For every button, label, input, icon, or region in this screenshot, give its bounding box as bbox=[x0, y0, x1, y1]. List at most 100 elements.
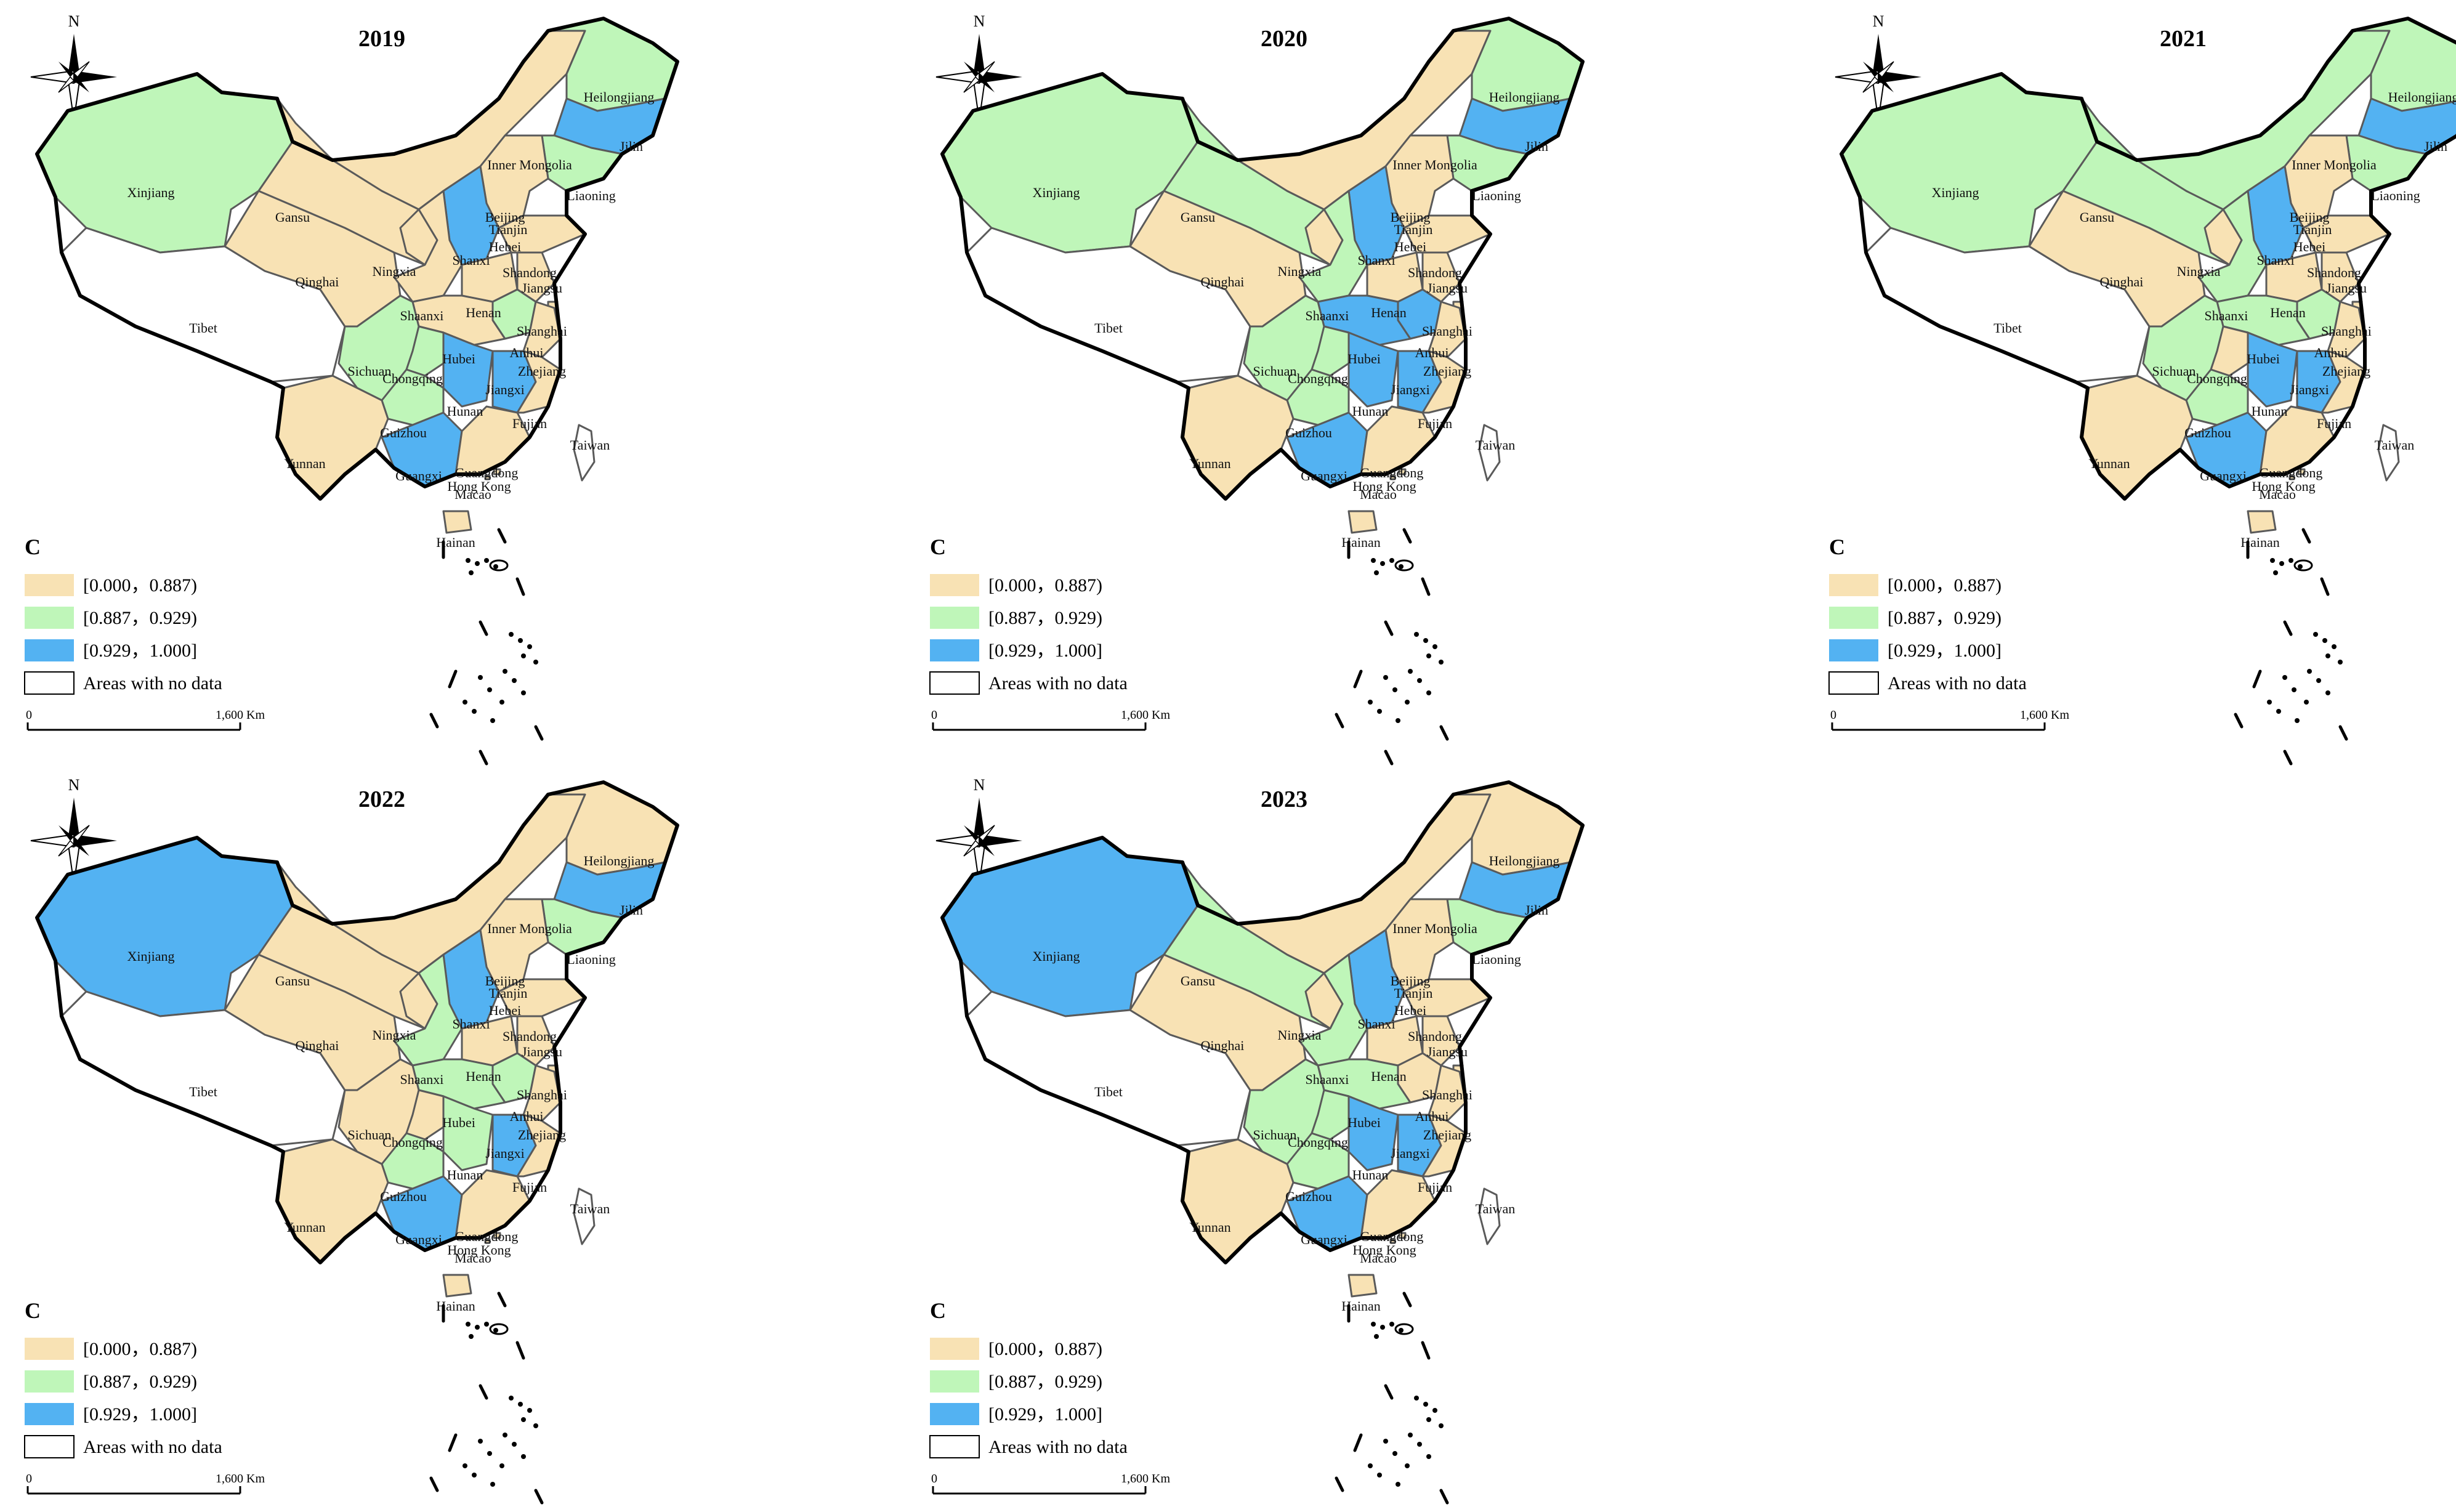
scale-bar: 0 1,600 Km bbox=[26, 1472, 265, 1495]
province-label-shandong: Shandong bbox=[2307, 265, 2361, 280]
legend-item-high: [0.929，1.000] bbox=[25, 639, 197, 661]
legend-item-low: [0.000，0.887) bbox=[25, 1338, 197, 1360]
legend-swatch-mid bbox=[25, 1370, 74, 1393]
legend-label-low: [0.000，0.887) bbox=[988, 1339, 1102, 1359]
province-label-guangxi: Guangxi bbox=[395, 1232, 442, 1247]
south-china-sea-islands bbox=[429, 1292, 544, 1505]
province-guizhou bbox=[381, 1132, 445, 1190]
legend-swatch-nodata bbox=[1828, 671, 1879, 695]
province-label-hunan: Hunan bbox=[447, 1167, 483, 1183]
legend-swatch-mid bbox=[25, 607, 74, 629]
province-label-heilongjiang: Heilongjiang bbox=[584, 89, 655, 105]
province-hong-kong bbox=[2297, 468, 2306, 475]
province-label-hubei: Hubei bbox=[442, 351, 475, 366]
legend-label-nodata: Areas with no data bbox=[988, 1437, 1128, 1457]
province-label-gansu: Gansu bbox=[1181, 973, 1215, 988]
legend-label-low: [0.000，0.887) bbox=[988, 575, 1102, 596]
national-border bbox=[940, 17, 1585, 501]
province-label-shanxi: Shanxi bbox=[1357, 1016, 1395, 1032]
legend-swatch-nodata bbox=[24, 1435, 75, 1458]
province-macao bbox=[1389, 474, 1396, 480]
province-label-xinjiang: Xinjiang bbox=[127, 185, 175, 200]
legend-swatch-nodata bbox=[24, 671, 75, 695]
province-label-qinghai: Qinghai bbox=[1201, 1038, 1245, 1053]
province-label-hebei: Hebei bbox=[2293, 239, 2326, 254]
province-label-fujian: Fujian bbox=[512, 1179, 547, 1195]
province-label-inner-mongolia: Inner Mongolia bbox=[2292, 157, 2377, 172]
province-yunnan bbox=[276, 374, 389, 500]
legend: C [0.000，0.887) [0.887，0.929) [0.929，1.000]… bbox=[929, 535, 1128, 695]
legend-swatch-nodata bbox=[929, 671, 980, 695]
province-label-guizhou: Guizhou bbox=[1285, 1189, 1332, 1204]
scale-bar: 0 1,600 Km bbox=[26, 708, 265, 731]
province-label-liaoning: Liaoning bbox=[1472, 952, 1521, 967]
province-hainan bbox=[442, 510, 472, 534]
scale-end-label: 1,600 Km bbox=[2020, 708, 2069, 722]
province-label-chongqing: Chongqing bbox=[1288, 1134, 1348, 1150]
province-label-shanghai: Shanghai bbox=[517, 1087, 567, 1102]
province-label-heilongjiang: Heilongjiang bbox=[1489, 853, 1560, 868]
province-label-inner-mongolia: Inner Mongolia bbox=[487, 921, 572, 936]
legend-swatch-nodata bbox=[929, 1435, 980, 1458]
province-label-tibet: Tibet bbox=[1094, 1084, 1123, 1099]
province-label-beijing: Beijing bbox=[2290, 209, 2330, 225]
province-label-jiangxi: Jiangxi bbox=[485, 382, 525, 397]
province-label-guangdong: Guangdong bbox=[455, 1229, 519, 1244]
legend-item-low: [0.000，0.887) bbox=[930, 574, 1102, 596]
china-map: Xinjiang Tibet Qinghai Gansu Inner Mongolia H… bbox=[35, 17, 679, 550]
legend-label-low: [0.000，0.887) bbox=[1888, 575, 2002, 596]
province-label-inner-mongolia: Inner Mongolia bbox=[487, 157, 572, 172]
province-label-jilin: Jilin bbox=[1525, 902, 1548, 918]
legend-label-low: [0.000，0.887) bbox=[83, 1339, 197, 1359]
north-label: N bbox=[68, 12, 80, 30]
province-label-fujian: Fujian bbox=[512, 416, 547, 431]
province-label-jilin: Jilin bbox=[1525, 139, 1548, 154]
legend-label-high: [0.929，1.000] bbox=[83, 1404, 197, 1425]
province-label-henan: Henan bbox=[2270, 305, 2305, 320]
province-label-tianjin: Tianjin bbox=[1394, 985, 1433, 1001]
map-panel-2023: 2023 N Xinjiang Tibet Qinghai Gansu Inner Mong… bbox=[929, 776, 1585, 1505]
panel-title-2022: 2022 bbox=[358, 786, 405, 812]
legend-swatch-low bbox=[25, 574, 74, 596]
province-label-hebei: Hebei bbox=[489, 239, 522, 254]
province-label-guizhou: Guizhou bbox=[1285, 425, 1332, 440]
province-label-macao: Macao bbox=[1360, 487, 1397, 502]
legend-label-mid: [0.887，0.929) bbox=[1888, 608, 2002, 628]
legend-item-nodata: Areas with no data bbox=[929, 671, 1128, 695]
province-label-yunnan: Yunnan bbox=[2088, 456, 2130, 471]
province-label-shanghai: Shanghai bbox=[1422, 1087, 1472, 1102]
south-china-sea-islands bbox=[1335, 1292, 1449, 1505]
province-label-shandong: Shandong bbox=[503, 265, 557, 280]
province-label-chongqing: Chongqing bbox=[382, 1134, 443, 1150]
province-hainan bbox=[1347, 1274, 1378, 1298]
scale-start-label: 0 bbox=[931, 708, 937, 722]
province-label-sichuan: Sichuan bbox=[348, 363, 392, 379]
scale-end-label: 1,600 Km bbox=[1121, 1472, 1170, 1486]
north-label: N bbox=[974, 776, 985, 794]
province-label-jiangxi: Jiangxi bbox=[485, 1146, 525, 1161]
legend-item-nodata: Areas with no data bbox=[929, 1435, 1128, 1458]
province-label-ningxia: Ningxia bbox=[373, 264, 416, 279]
province-label-xinjiang: Xinjiang bbox=[1033, 185, 1080, 200]
province-label-hunan: Hunan bbox=[2252, 403, 2288, 419]
province-label-shanghai: Shanghai bbox=[1422, 323, 1472, 339]
legend-title: C bbox=[25, 1298, 41, 1323]
province-label-hunan: Hunan bbox=[1352, 403, 1389, 419]
province-label-hong-kong: Hong Kong bbox=[447, 479, 511, 494]
province-label-taiwan: Taiwan bbox=[570, 1201, 610, 1216]
panel-title-2020: 2020 bbox=[1261, 26, 1307, 52]
province-label-hebei: Hebei bbox=[1394, 239, 1427, 254]
panel-title-2021: 2021 bbox=[2160, 26, 2207, 52]
province-label-ningxia: Ningxia bbox=[373, 1027, 416, 1043]
legend-swatch-low bbox=[930, 1338, 979, 1360]
province-hainan bbox=[1347, 510, 1378, 534]
province-label-jiangsu: Jiangsu bbox=[2326, 280, 2367, 296]
china-map: Xinjiang Tibet Qinghai Gansu Inner Mongolia H… bbox=[1840, 17, 2456, 550]
province-hong-kong bbox=[1398, 1232, 1407, 1239]
legend-item-mid: [0.887，0.929) bbox=[930, 607, 1102, 629]
province-label-jiangsu: Jiangsu bbox=[522, 1044, 562, 1059]
province-label-zhejiang: Zhejiang bbox=[1423, 363, 1471, 379]
province-label-hubei: Hubei bbox=[442, 1115, 475, 1130]
scale-end-label: 1,600 Km bbox=[216, 708, 265, 722]
province-label-anhui: Anhui bbox=[510, 1109, 544, 1124]
